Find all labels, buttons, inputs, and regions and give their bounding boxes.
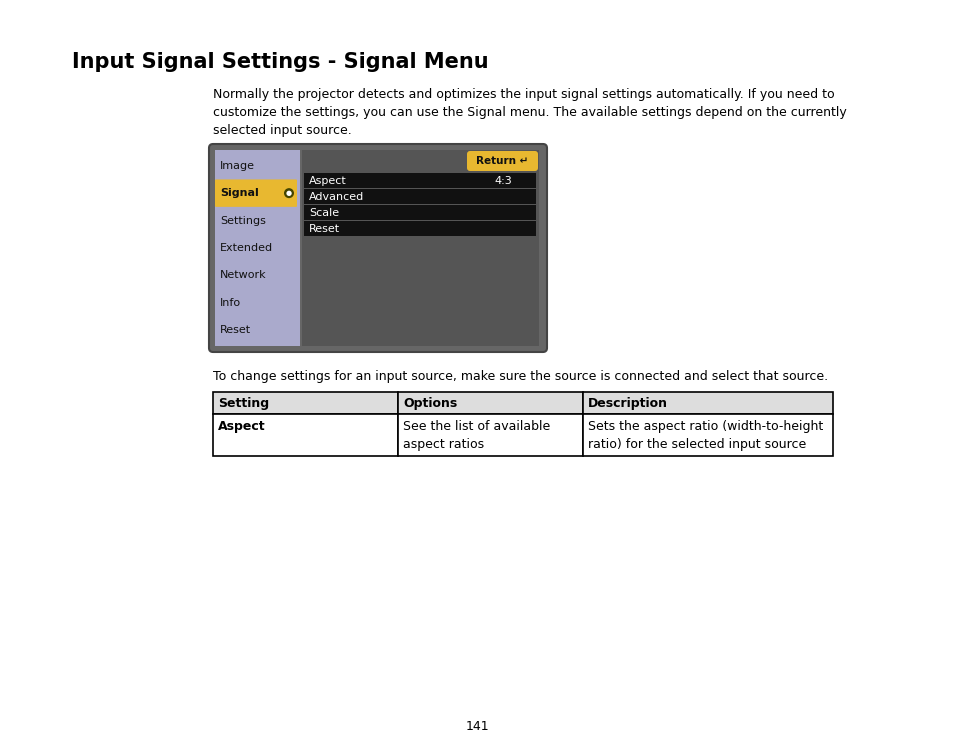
Text: Reset: Reset [220, 325, 251, 335]
Bar [302, 150, 538, 346]
Text: Setting: Setting [218, 396, 269, 410]
Text: Reset: Reset [309, 224, 340, 234]
FancyBboxPatch shape [467, 151, 537, 171]
Text: Sets the aspect ratio (width-to-height
ratio) for the selected input source: Sets the aspect ratio (width-to-height r… [587, 420, 822, 451]
FancyBboxPatch shape [209, 144, 546, 352]
Text: Extended: Extended [220, 243, 273, 253]
FancyBboxPatch shape [214, 179, 296, 207]
Text: Input Signal Settings - Signal Menu: Input Signal Settings - Signal Menu [71, 52, 488, 72]
Text: Description: Description [587, 396, 667, 410]
Text: Aspect: Aspect [218, 420, 265, 433]
Text: 141: 141 [465, 720, 488, 733]
Text: ●: ● [286, 190, 292, 196]
Bar [213, 392, 397, 414]
Bar [304, 189, 536, 204]
Text: Advanced: Advanced [309, 192, 364, 202]
Circle shape [284, 188, 294, 198]
Bar [397, 392, 582, 414]
Text: Image: Image [220, 161, 254, 170]
Bar [397, 414, 582, 456]
Text: Network: Network [220, 270, 266, 280]
Bar [214, 150, 299, 346]
Text: To change settings for an input source, make sure the source is connected and se: To change settings for an input source, … [213, 370, 827, 383]
Text: Info: Info [220, 298, 241, 308]
Bar [582, 414, 832, 456]
Text: Scale: Scale [309, 208, 338, 218]
Text: Options: Options [402, 396, 456, 410]
Bar [582, 392, 832, 414]
Bar [213, 414, 397, 456]
Text: See the list of available
aspect ratios: See the list of available aspect ratios [402, 420, 550, 451]
Text: Return ↵: Return ↵ [476, 156, 528, 166]
Text: Normally the projector detects and optimizes the input signal settings automatic: Normally the projector detects and optim… [213, 88, 846, 137]
Text: 4:3: 4:3 [494, 176, 511, 186]
Bar [304, 205, 536, 220]
Bar [304, 173, 536, 188]
Text: Signal: Signal [220, 188, 258, 198]
Text: Aspect: Aspect [309, 176, 346, 186]
Bar [304, 221, 536, 236]
Text: Settings: Settings [220, 215, 266, 226]
